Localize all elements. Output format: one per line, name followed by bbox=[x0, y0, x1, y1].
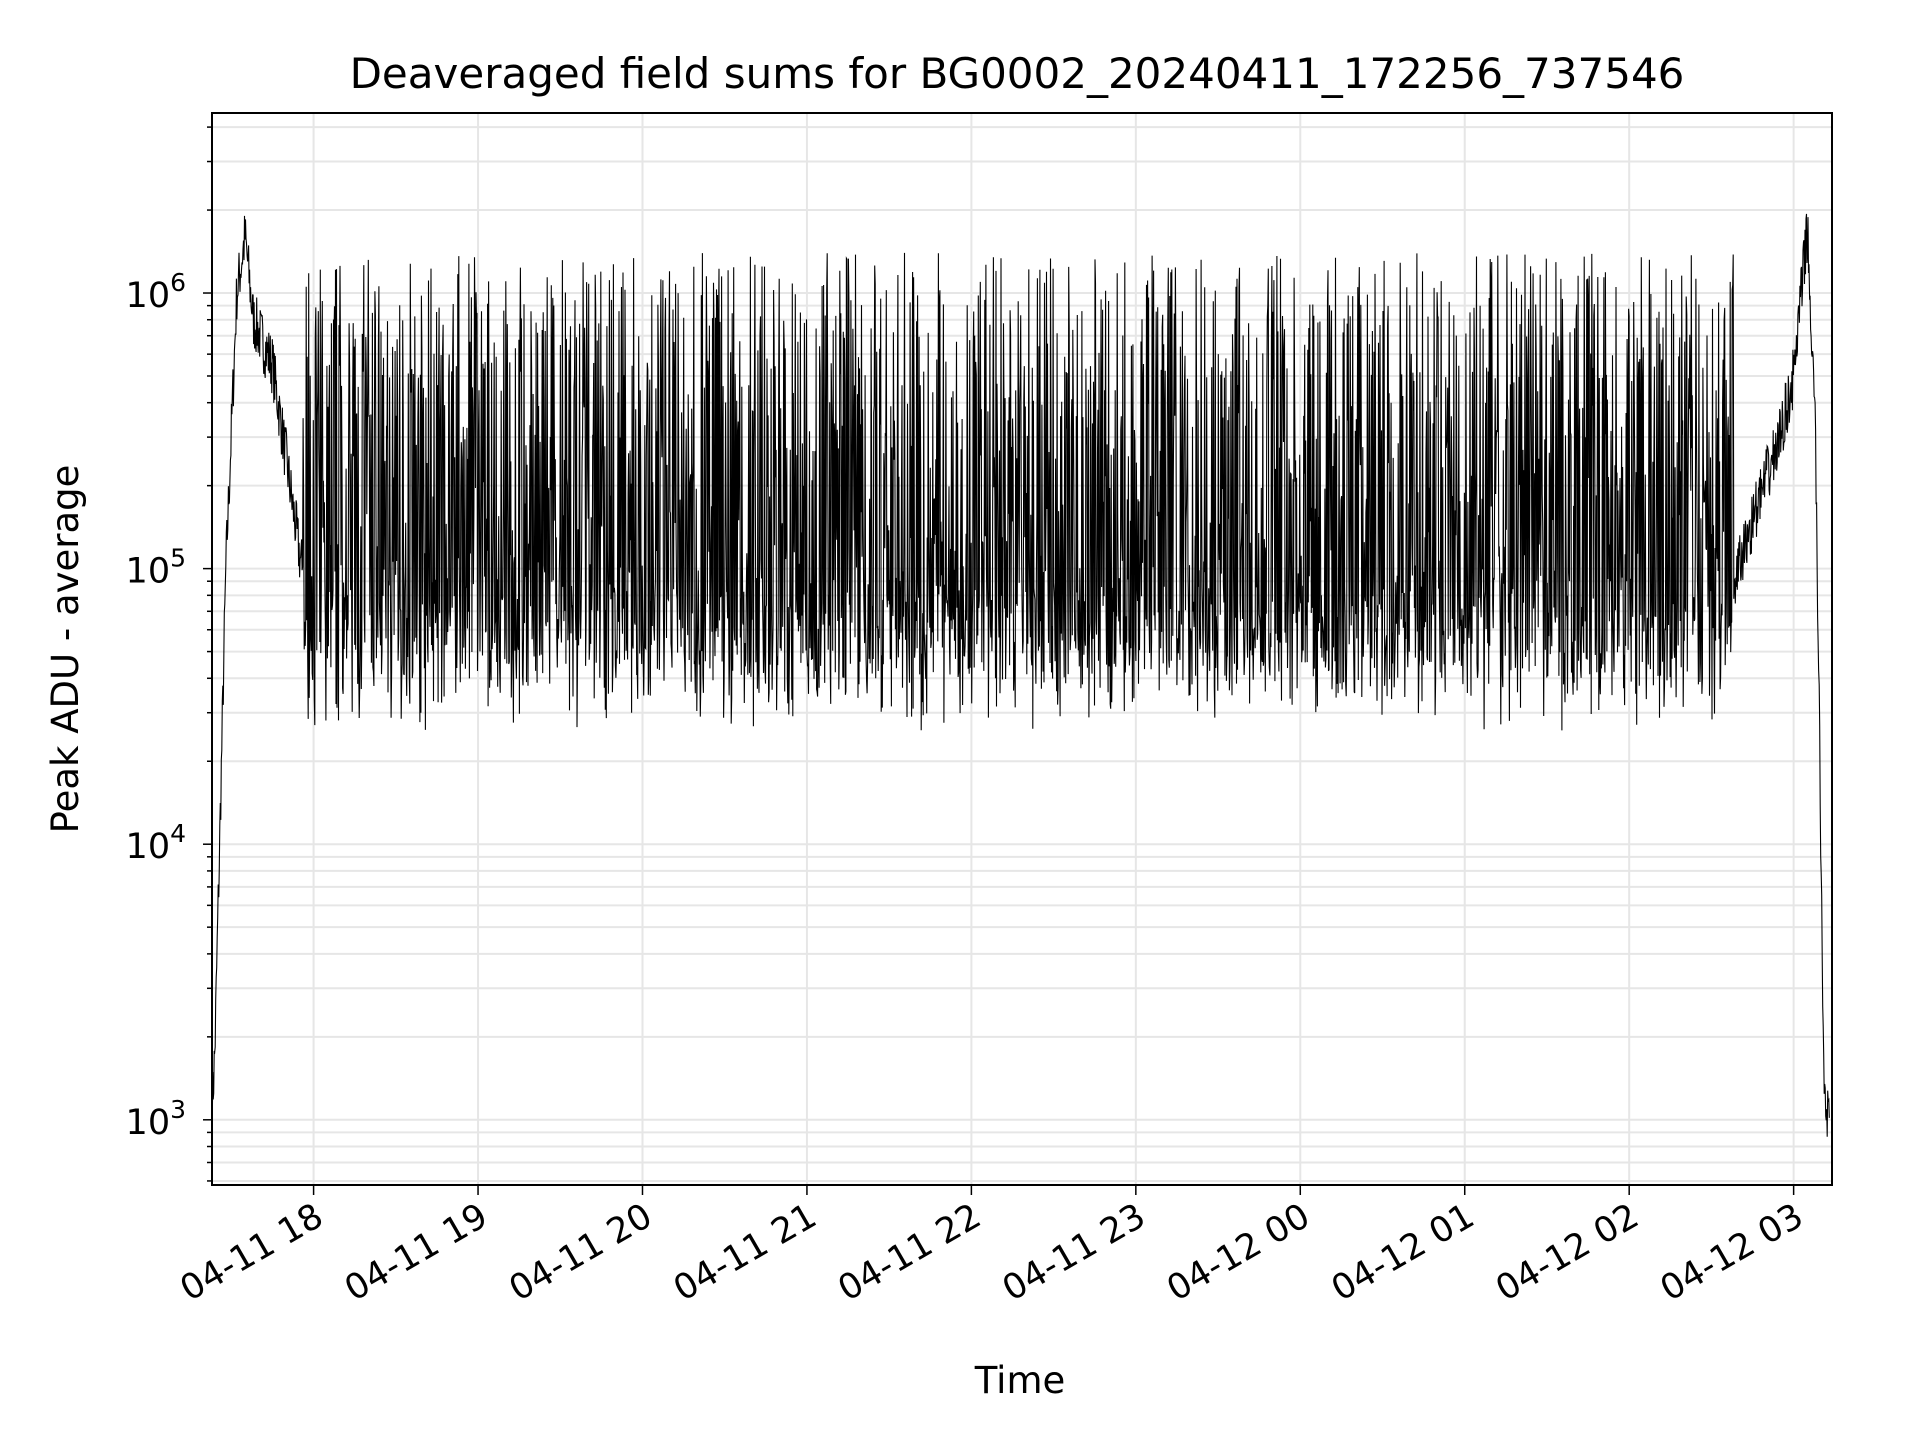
y-tick-label: 104 bbox=[126, 819, 186, 867]
y-tick-label: 106 bbox=[126, 268, 186, 316]
series-line bbox=[211, 213, 1830, 1139]
y-axis-label: Peak ADU - average bbox=[44, 465, 87, 834]
x-axis-label: Time bbox=[974, 1359, 1066, 1402]
y-tick-label: 105 bbox=[126, 544, 186, 592]
plot-frame bbox=[211, 112, 1833, 1186]
y-tick-label: 103 bbox=[126, 1095, 186, 1143]
chart-title: Deaveraged field sums for BG0002_2024041… bbox=[350, 49, 1685, 98]
series-layer bbox=[211, 213, 1830, 1139]
